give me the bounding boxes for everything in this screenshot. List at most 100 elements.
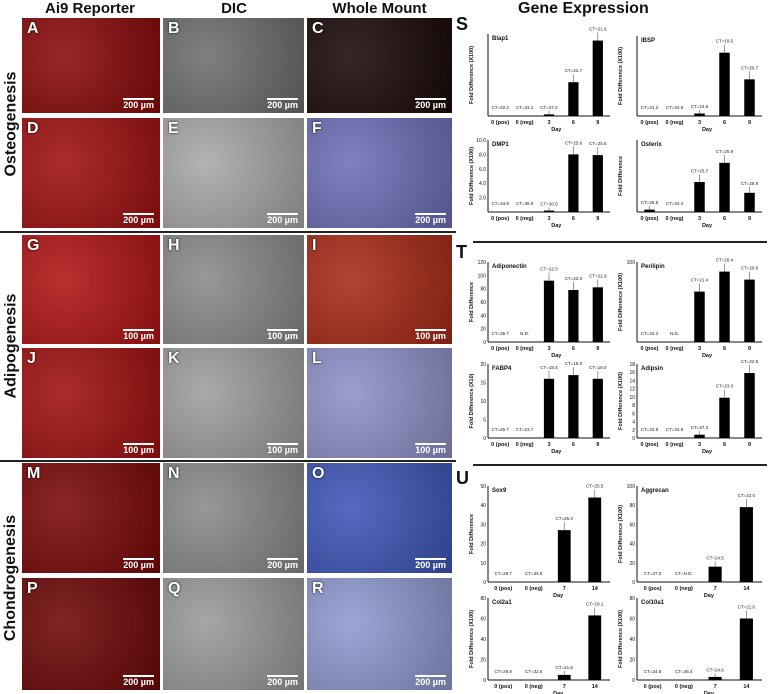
chart-adipsin-ytick: 16: [629, 370, 635, 376]
panel-letter: G: [27, 237, 40, 254]
chart-sox9-ytick: 30: [480, 522, 486, 528]
right-separator-1: [473, 241, 767, 243]
chart-sox9-ytick: 40: [480, 503, 486, 509]
chart-sox9-xtick: 0 (pos): [494, 586, 512, 592]
scale-bar-label: 200 µm: [267, 98, 298, 110]
micrograph-panel-o: O 200 µm: [307, 463, 452, 573]
panel-letter: O: [312, 465, 325, 482]
chart-col2a1-ytick: 20: [480, 658, 486, 664]
chart-fabp4-xtick: 3: [547, 442, 550, 448]
chart-blap1-xtick: 9: [596, 120, 599, 126]
chart-osterix-ct-annotation: CT=25.7: [691, 169, 709, 174]
chart-adipsin-bar: [744, 373, 755, 438]
chart-ibsp-xlabel: Day: [702, 127, 713, 133]
panel-letter: H: [168, 237, 180, 254]
chart-osterix-xtick: 9: [748, 216, 751, 222]
chart-fabp4-ct-annotation: CT=25.7: [492, 427, 510, 432]
chart-col2a1-ct-annotation: CT=32.6: [525, 669, 543, 674]
scale-bar-label: 200 µm: [123, 675, 154, 687]
chart-perilipin-bar: [744, 279, 755, 342]
chart-col10a1-xtick: 7: [714, 684, 717, 690]
chart-sox9-xtick: 7: [563, 586, 566, 592]
chart-dmp1-xtick: 6: [572, 216, 575, 222]
right-separator-2: [473, 464, 767, 466]
chart-adiponectin-title: Adiponectin: [492, 264, 527, 270]
chart-blap1-bar: [592, 40, 603, 117]
chart-blap1-bar: [543, 114, 555, 116]
chart-perilipin-ct-annotation: CT=34.3: [641, 331, 659, 336]
chart-col10a1-ytick: 80: [629, 596, 635, 602]
chart-fabp4-ytick: 10: [480, 399, 486, 405]
chart-fabp4-ct-annotation: CT=18.4: [540, 365, 558, 370]
micrograph-panel-n: N 200 µm: [163, 463, 304, 573]
chart-fabp4-xtick: 6: [572, 442, 575, 448]
chart-col10a1-ct-annotation: CT=36.4: [675, 669, 693, 674]
panel-letter: M: [27, 465, 41, 482]
chart-perilipin-title: Perilipin: [641, 264, 665, 270]
chart-osterix-xtick: 3: [698, 216, 701, 222]
chart-aggrecan-xlabel: Day: [704, 593, 715, 599]
chart-blap1-ct-annotation: CT=27.2: [540, 105, 558, 110]
chart-fabp4-title: FABP4: [492, 366, 512, 372]
chart-osterix-xlabel: Day: [702, 223, 713, 229]
chart-sox9-xtick: 14: [592, 586, 599, 592]
chart-aggrecan-title: Aggrecan: [641, 488, 669, 494]
chart-blap1-xtick: 3: [547, 120, 550, 126]
chart-col2a1-ct-annotation: CT=21.6: [556, 665, 574, 670]
chart-col2a1-bar: [557, 674, 571, 680]
chart-aggrecan-xtick: 0 (pos): [644, 586, 662, 592]
panel-letter: C: [312, 20, 324, 37]
micrograph-panel-h: H 100 µm: [163, 235, 304, 344]
chart-ibsp-xtick: 6: [723, 120, 726, 126]
chart-adipsin-ytick: 2: [632, 428, 635, 434]
chart-adiponectin-bar: [592, 287, 603, 342]
chart-adipsin-ytick: 4: [632, 420, 635, 426]
micrograph-panel-q: Q 200 µm: [163, 578, 304, 690]
chart-ibsp-xtick: 0 (neg): [665, 120, 683, 126]
chart-aggrecan-ytick: 80: [629, 503, 635, 509]
chart-ibsp-xtick: 3: [698, 120, 701, 126]
chart-ibsp-bar: [694, 113, 705, 116]
chart-col2a1-ytick: 40: [480, 637, 486, 643]
micrograph-panel-k: K 100 µm: [163, 348, 304, 458]
chart-adiponectin-ct-annotation: N.D.: [520, 331, 529, 336]
chart-perilipin-xtick: 0 (pos): [640, 346, 658, 352]
chart-blap1-ct-annotation: CT=33.1: [516, 105, 534, 110]
chart-col10a1-xtick: 14: [743, 684, 750, 690]
chart-sox9-xtick: 0 (neg): [525, 586, 543, 592]
chart-col10a1-ct-annotation: CT=24.6: [706, 667, 724, 672]
scale-bar-label: 200 µm: [267, 675, 298, 687]
chart-adiponectin-xtick: 3: [547, 346, 550, 352]
chart-ibsp-title: IBSP: [641, 38, 655, 44]
chart-adiponectin-ylabel: Fold Difference: [469, 282, 475, 322]
chart-fabp4-bar: [592, 378, 603, 438]
chart-col2a1-xtick: 0 (pos): [494, 684, 512, 690]
chart-adipsin-ct-annotation: CT=22.8: [741, 359, 759, 364]
chart-aggrecan-ylabel: Fold Difference (X100): [618, 505, 624, 563]
chart-col10a1-ct-annotation: CT=21.6: [738, 605, 756, 610]
chart-dmp1-ytick: 10.0: [476, 138, 486, 144]
chart-aggrecan-ytick: 100: [627, 484, 636, 490]
chart-adiponectin-xtick: 0 (pos): [491, 346, 509, 352]
chart-col10a1-ylabel: Fold Difference (X100): [618, 610, 624, 668]
chart-fabp4-xtick: 0 (neg): [516, 442, 534, 448]
chart-adiponectin-bar: [568, 290, 579, 342]
chart-adiponectin-xtick: 9: [596, 346, 599, 352]
chart-osterix-bar: [644, 209, 655, 212]
chart-fabp4-xtick: 0 (pos): [491, 442, 509, 448]
chart-col2a1-xlabel: Day: [553, 691, 564, 694]
chart-aggrecan-ytick: 20: [629, 561, 635, 567]
micrograph-panel-r: R 200 µm: [307, 578, 452, 690]
micrograph-panel-l: L 100 µm: [307, 348, 452, 458]
chart-adipsin-ytick: 12: [629, 387, 635, 393]
micrograph-panel-e: E 200 µm: [163, 118, 304, 228]
chart-osterix-ylabel: Fold Difference: [618, 156, 624, 196]
chart-col10a1-ytick: 40: [629, 637, 635, 643]
chart-fabp4-ct-annotation: CT=23.7: [516, 427, 534, 432]
chart-perilipin-xtick: 0 (neg): [665, 346, 683, 352]
chart-adipsin-ytick: 0: [632, 436, 635, 442]
chart-adipsin-ct-annotation: CT=23.0: [716, 384, 734, 389]
scale-bar-label: 200 µm: [415, 213, 446, 225]
chart-col10a1-xlabel: Day: [704, 691, 715, 694]
chart-col10a1-bar: [708, 676, 722, 680]
